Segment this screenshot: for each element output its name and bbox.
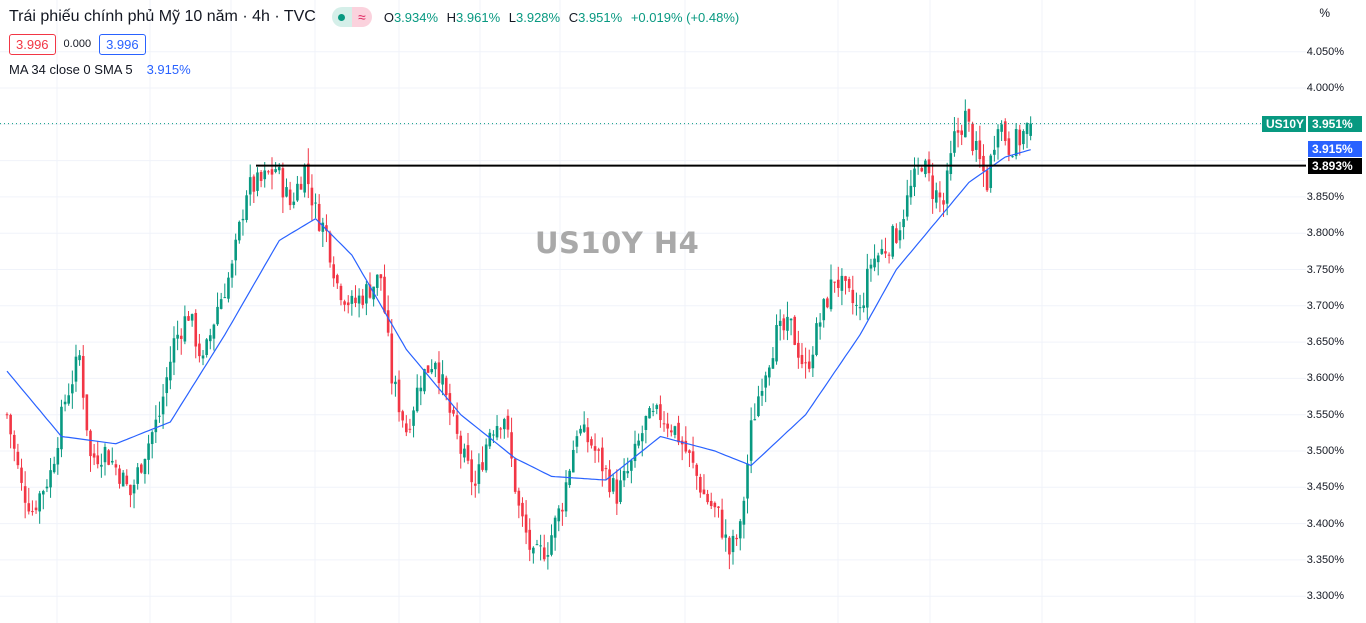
close-label: C [568,9,579,25]
open-value: 3.934% [393,9,439,25]
high-label: H [446,9,457,25]
hline-price-tag: 3.893% [1308,158,1362,174]
ohlc-values: O3.934% H3.961% L3.928% C3.951% +0.019% … [384,10,744,25]
price-tick-label: 3.400% [1306,517,1344,530]
price-tick-label: 4.000% [1306,82,1344,94]
price-tick-label: 4.050% [1306,45,1344,58]
price-tick-label: 3.300% [1306,590,1344,603]
market-open-dot-icon [331,7,352,27]
axis-unit-label: % [1319,6,1330,20]
close-value: 3.951% [578,9,623,25]
high-value: 3.961% [456,9,501,25]
spread-value: 0.000 [63,38,92,50]
ma-value-tag: 3.915% [1308,141,1362,157]
change-value: +0.019% (+0.48%) [630,9,740,25]
buy-button[interactable]: 3.996 [99,33,146,55]
low-label: L [508,9,516,25]
price-tick-label: 3.750% [1306,263,1344,276]
sell-button[interactable]: 3.996 [9,33,56,55]
moving-average-line [6,149,1031,481]
price-tick-label: 3.500% [1306,445,1344,457]
price-tick-label: 3.350% [1306,553,1344,566]
price-tick-label: 3.550% [1306,408,1344,421]
price-tick-label: 3.850% [1306,190,1344,203]
symbol-tag: US10Y [1262,116,1306,132]
price-tick-label: 3.450% [1306,481,1344,494]
price-tick-label: 3.600% [1306,372,1344,385]
open-label: O [383,9,394,25]
last-price-tag: 3.951% [1308,116,1362,132]
price-tick-label: 3.800% [1306,227,1344,240]
candlestick-series [5,99,1032,570]
low-value: 3.928% [516,9,561,25]
symbol-title[interactable]: Trái phiếu chính phủ Mỹ 10 năm · 4h · TV… [9,8,316,25]
indicator-value: 3.915% [146,62,191,77]
chart-legend: Trái phiếu chính phủ Mỹ 10 năm · 4h · TV… [9,6,744,77]
price-tick-label: 3.700% [1306,299,1344,312]
chart-watermark: US10Y H4 [535,226,700,260]
status-pill[interactable]: ≈ [331,7,372,27]
delayed-data-icon: ≈ [351,7,372,27]
price-tick-label: 3.650% [1306,336,1344,349]
indicator-label[interactable]: MA 34 close 0 SMA 5 [9,62,133,77]
